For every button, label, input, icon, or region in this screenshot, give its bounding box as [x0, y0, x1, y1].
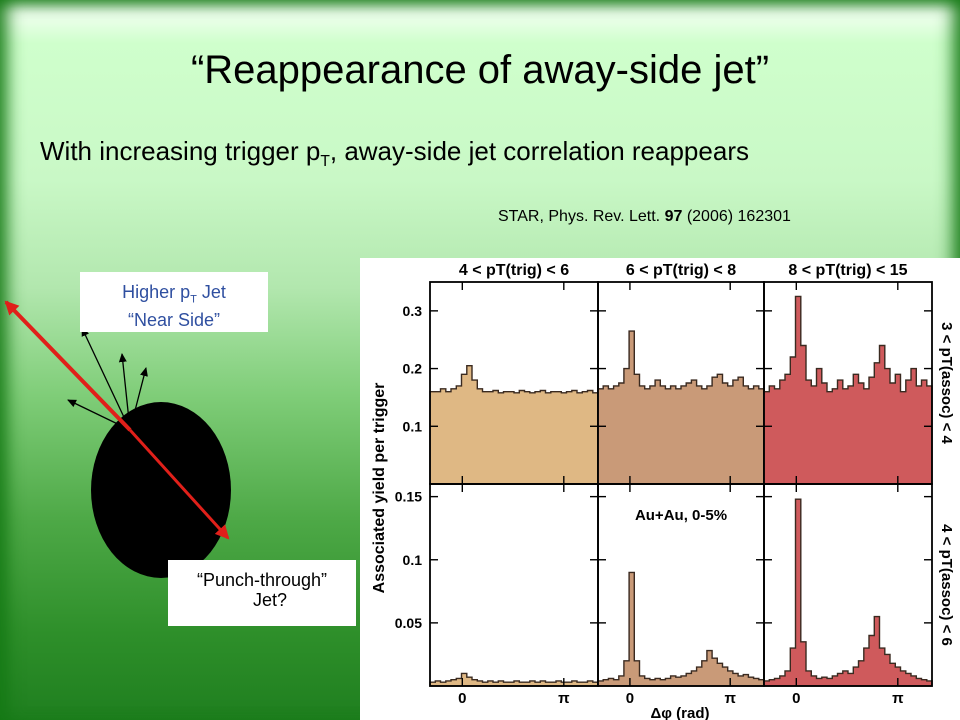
subtitle-subscript: T [320, 153, 330, 171]
histogram-area-r0c1 [597, 330, 765, 485]
row-label: 3 < pT(assoc) < 4 [938, 322, 955, 444]
y-tick-label: 0.15 [395, 489, 422, 505]
near-label-post: Jet [196, 282, 226, 302]
slide-subtitle: With increasing trigger pT, away-side je… [40, 136, 749, 171]
histogram-area-r0c0 [429, 365, 599, 485]
histogram-area-r0c2 [763, 295, 933, 485]
near-side-particle-arrow [118, 353, 131, 431]
panel-frame [429, 483, 599, 687]
punch-through-jet-arrow [128, 428, 230, 540]
subtitle-text-pre: With increasing trigger p [40, 136, 321, 166]
panel-frame [763, 483, 933, 687]
column-header: 4 < pT(trig) < 6 [459, 262, 569, 279]
slide-title: “Reappearance of away-side jet” [190, 48, 770, 92]
x-tick-label: π [724, 690, 736, 707]
y-axis-label: Associated yield per trigger [371, 383, 388, 594]
near-side-label: Higher pT Jet “Near Side” [80, 272, 268, 332]
near-side-jet-arrow [4, 300, 132, 432]
near-side-particle-arrow [129, 367, 148, 431]
medium-blob [91, 402, 231, 578]
reference-post: (2006) 162301 [682, 208, 791, 225]
subtitle-text-post: , away-side jet correlation reappears [329, 136, 749, 166]
column-header: 8 < pT(trig) < 15 [788, 262, 907, 279]
near-side-particle-arrow [81, 327, 131, 431]
x-tick-label: 0 [626, 690, 634, 707]
y-tick-label: 0.1 [403, 552, 423, 568]
y-tick-label: 0.3 [403, 303, 423, 319]
x-tick-label: π [892, 690, 904, 707]
punch-label-line1: “Punch-through” [196, 570, 328, 590]
column-header: 6 < pT(trig) < 8 [626, 262, 736, 279]
x-axis-label: Δφ (rad) [650, 705, 709, 720]
x-tick-label: π [558, 690, 570, 707]
near-label-subscript: T [190, 293, 197, 306]
x-tick-label: 0 [792, 690, 800, 707]
y-tick-label: 0.1 [403, 418, 423, 434]
near-label-line1: Higher pT Jet [80, 282, 268, 310]
reference-pre: STAR, Phys. Rev. Lett. [498, 208, 665, 225]
jet-diagram [4, 300, 231, 578]
punch-through-label: “Punch-through” Jet? [168, 560, 356, 626]
histogram-area-r1c0 [429, 672, 599, 687]
correlation-plot: 0.1 0.2 0.3 0.05 0.1 0.15 4 < pT(trig) < 6 6 < … [360, 258, 960, 720]
histogram-area-r1c2 [763, 498, 933, 687]
plot-annotation: Au+Au, 0-5% [635, 507, 727, 524]
row-label: 4 < pT(assoc) < 6 [938, 524, 955, 646]
y-tick-label: 0.05 [395, 615, 422, 631]
near-label-pre: Higher p [122, 282, 191, 302]
y-tick-label: 0.2 [403, 361, 423, 377]
reference-citation: STAR, Phys. Rev. Lett. 97 (2006) 162301 [498, 208, 791, 226]
near-label-line2: “Near Side” [127, 309, 221, 330]
punch-label-line2: Jet? [252, 590, 288, 610]
histogram-area-r1c1 [597, 571, 765, 687]
reference-volume: 97 [664, 208, 683, 225]
x-tick-label: 0 [458, 690, 466, 707]
near-side-particle-arrow [67, 399, 131, 431]
